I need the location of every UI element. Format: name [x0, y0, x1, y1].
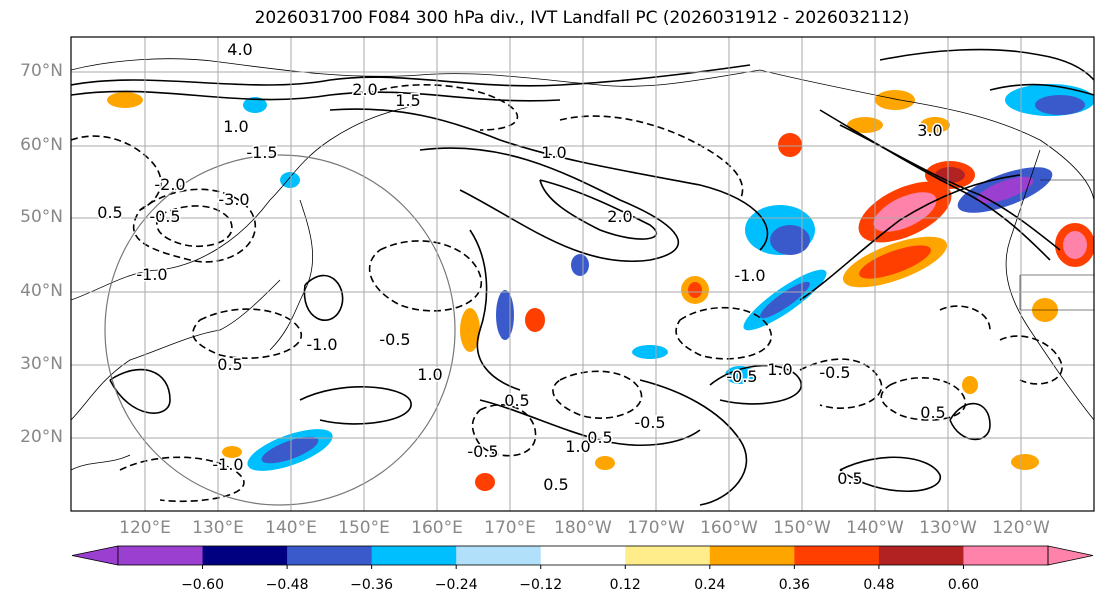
contour-label: 4.0 [227, 40, 252, 59]
contour-label: -0.5 [379, 330, 410, 349]
colorbar-tick-label: 0.48 [863, 577, 895, 593]
colorbar-tick-label: −0.48 [265, 577, 309, 593]
contour-label: 0.5 [920, 403, 945, 422]
contour-label: 0.5 [504, 391, 529, 410]
colorbar-tick-label: −0.24 [434, 577, 478, 593]
contour-label: -0.5 [149, 207, 180, 226]
latitude-label: 70°N [20, 61, 63, 81]
longitude-label: 130°E [192, 518, 244, 538]
longitude-label: 170°W [627, 518, 685, 538]
country-borders [1019, 179, 1094, 311]
colorbar-segment [456, 546, 542, 565]
shaded-anomalies [107, 84, 1094, 491]
contour-label: 2.0 [607, 207, 632, 226]
map-frame [70, 36, 1095, 512]
map-title: 2026031700 F084 300 hPa div., IVT Landfa… [254, 8, 910, 28]
contour-label: -1.0 [136, 265, 167, 284]
colorbar-segment [625, 546, 711, 565]
contour-label: -1.0 [306, 335, 337, 354]
colorbar-tick-label: −0.60 [181, 577, 224, 593]
contour-label: -1.0 [734, 266, 765, 285]
colorbar-segment [287, 546, 373, 565]
colorbar [71, 545, 1094, 569]
longitude-label: 160°W [700, 518, 758, 538]
contour-label: 2.0 [352, 80, 377, 99]
latitude-label: 60°N [20, 135, 63, 155]
colorbar-segment [540, 546, 626, 565]
colorbar-segment [709, 546, 795, 565]
colorbar-tick-label: −0.36 [350, 577, 394, 593]
colorbar-tick-label: −0.12 [519, 577, 563, 593]
contour-label: -0.5 [819, 363, 850, 382]
contour-label: -2.0 [154, 175, 185, 194]
colorbar-outline [117, 545, 1049, 566]
radius-ring [104, 154, 456, 506]
contour-label: -0.5 [467, 442, 498, 461]
contour-label: 0.5 [97, 203, 122, 222]
colorbar-segment [202, 546, 288, 565]
contour-label: -1.0 [212, 455, 243, 474]
colorbar-segment [794, 546, 880, 565]
colorbar-segment [371, 546, 457, 565]
latitude-label: 30°N [20, 354, 63, 374]
colorbar-segment [963, 546, 1049, 565]
contour-label: 0.5 [543, 475, 568, 494]
contour-label: 0.5 [837, 469, 862, 488]
longitude-label: 140°W [846, 518, 904, 538]
longitude-label: 130°W [919, 518, 977, 538]
contour-label: -3.0 [218, 190, 249, 209]
contour-label: 1.0 [565, 437, 590, 456]
longitude-label: 160°E [411, 518, 463, 538]
colorbar-tick-label: 0.24 [694, 577, 726, 593]
longitude-label: 120°W [992, 518, 1050, 538]
longitude-label: 170°E [484, 518, 536, 538]
longitude-label: 150°W [773, 518, 831, 538]
contour-label: 1.0 [541, 143, 566, 162]
colorbar-extend-min [71, 545, 119, 566]
longitude-label: 150°E [338, 518, 390, 538]
contour-label: 1.5 [395, 91, 420, 110]
coastlines [71, 58, 1094, 471]
latitude-label: 50°N [20, 207, 63, 227]
contour-labels: 4.02.01.51.02.01.00.5 -0.5-1.0-1.5-2.0-3.… [96, 39, 947, 496]
graticule [71, 37, 1094, 511]
colorbar-tick-label: 0.60 [947, 577, 980, 593]
contour-label: -1.5 [246, 143, 277, 162]
colorbar-segment [878, 546, 964, 565]
contour-label: 1.0 [767, 360, 792, 379]
contour-label: -0.5 [634, 413, 665, 432]
negative-contours [71, 84, 1063, 503]
longitude-label: 180°W [554, 518, 612, 538]
positive-contours [71, 48, 1094, 506]
longitude-label: 120°E [119, 518, 171, 538]
colorbar-tick-label: 0.36 [778, 577, 810, 593]
contour-label: -0.5 [726, 367, 757, 386]
colorbar-tick-label: 0.12 [609, 577, 641, 593]
contour-label: 1.0 [223, 117, 248, 136]
longitude-label: 140°E [265, 518, 317, 538]
contour-label: 3.0 [917, 121, 942, 140]
latitude-label: 20°N [20, 427, 63, 447]
colorbar-segment [118, 546, 204, 565]
latitude-label: 40°N [20, 281, 63, 301]
colorbar-extend-max [1047, 545, 1094, 566]
contour-label: 0.5 [217, 355, 242, 374]
contour-label: 0.5 [587, 428, 612, 447]
contour-label: 1.0 [417, 365, 442, 384]
